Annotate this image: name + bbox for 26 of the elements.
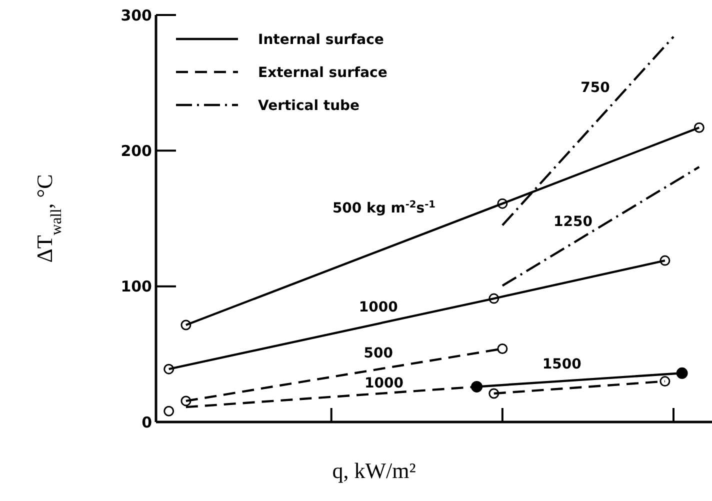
y-tick-label: 100: [120, 278, 152, 296]
annotation: 1500: [542, 356, 582, 373]
point: [488, 293, 500, 304]
legend-label: Internal surface: [258, 32, 384, 48]
legend-label: Vertical tube: [258, 98, 360, 114]
annotation: 750: [580, 80, 610, 96]
y-tick-label: 200: [120, 142, 152, 160]
y-tick-label: 0: [142, 413, 152, 432]
point: [660, 376, 670, 387]
annotation: 1000: [364, 375, 404, 392]
point: [497, 343, 508, 354]
point: [164, 406, 174, 416]
legend-label: External surface: [258, 64, 388, 81]
point: [180, 396, 192, 406]
x-axis-title: q, kW/m²: [332, 458, 416, 483]
point: [660, 255, 670, 266]
point: [164, 364, 174, 374]
point: [488, 388, 500, 399]
annotation: 1250: [554, 214, 593, 230]
annotation: 1000: [358, 300, 398, 316]
y-tick-label: 300: [120, 6, 152, 24]
point: [180, 320, 192, 330]
annotation: 500 kg m$^{-2}$s$^{-1}$: [332, 198, 436, 216]
annotation: 500: [364, 346, 394, 362]
point: [497, 198, 508, 209]
point: [694, 122, 704, 133]
